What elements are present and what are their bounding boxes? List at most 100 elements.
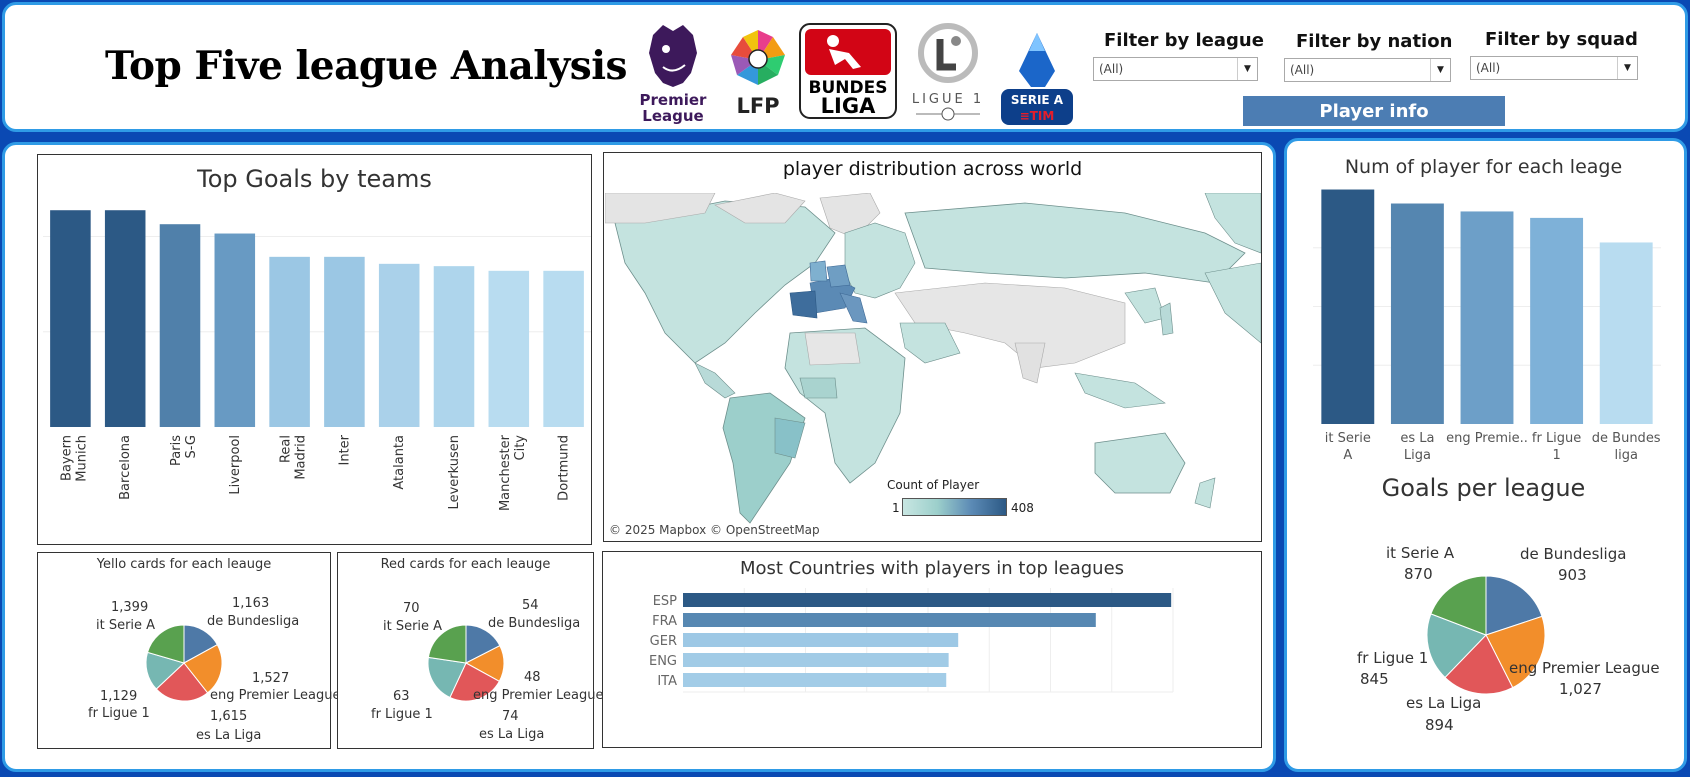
country-bar[interactable]: [683, 673, 947, 687]
filter-league-label: Filter by league: [1104, 30, 1264, 51]
red-label-it-name: it Serie A: [383, 619, 443, 634]
team-bar[interactable]: [104, 210, 146, 427]
league-tick-label: Liga: [1404, 448, 1431, 463]
filter-squad-value: (All): [1476, 61, 1501, 75]
yellow-cards-title: Yello cards for each leauge: [96, 557, 272, 572]
goals-slice[interactable]: [1444, 634, 1514, 695]
goals-label-eng-value: 1,027: [1559, 680, 1602, 698]
team-bar[interactable]: [159, 224, 201, 427]
svg-text:Premier: Premier: [640, 91, 708, 109]
red-label-it-value: 70: [403, 601, 420, 616]
yellow-label-es-value: 1,615: [210, 709, 248, 724]
goals-slice[interactable]: [1430, 575, 1487, 636]
yellow-cards-chart: Yello cards for each leauge 1,399 it Ser…: [37, 552, 341, 749]
team-tick-label: BayernMunich: [59, 435, 89, 482]
header-panel: Top Five league Analysis Premier League …: [2, 2, 1688, 132]
team-bar[interactable]: [50, 210, 91, 427]
num-players-title: Num of player for each leage: [1344, 156, 1623, 178]
filter-squad-select[interactable]: (All) ▼: [1470, 56, 1638, 80]
red-cards-pie[interactable]: [338, 553, 593, 748]
top-goals-svg: BayernMunich Barcelona ParisS-G Liverpool Re…: [43, 210, 591, 511]
map-legend-ramp: [902, 498, 1007, 516]
filter-league-select[interactable]: (All) ▼: [1093, 57, 1258, 81]
yellow-label-de-value: 1,163: [232, 596, 270, 611]
country-bar[interactable]: [683, 653, 949, 667]
map-attribution: © 2025 Mapbox © OpenStreetMap: [609, 523, 820, 537]
team-tick-label: Leverkusen: [447, 435, 462, 509]
team-bar[interactable]: [378, 263, 420, 427]
yellow-label-it-name: it Serie A: [96, 618, 156, 633]
yellow-card-slice[interactable]: [183, 644, 223, 694]
league-tick-label: A: [1343, 448, 1352, 463]
num-players-svg: it Serie Aes La Liga eng Premie.. fr Ligue 1 d…: [1313, 189, 1661, 463]
filter-nation-value: (All): [1290, 63, 1315, 77]
team-tick-label: Dortmund: [557, 435, 572, 501]
league-bar[interactable]: [1460, 211, 1514, 424]
svg-text:LIGA: LIGA: [821, 94, 876, 118]
goals-league-title: Goals per league: [1381, 474, 1586, 502]
ligue1-logo: LIGUE 1: [912, 23, 981, 121]
top-goals-chart: Top Goals by teams BayernMunich Barcelona…: [37, 154, 592, 545]
team-bar[interactable]: [214, 233, 256, 427]
goals-label-fr-name: fr Ligue 1: [1357, 649, 1429, 667]
red-label-fr-value: 63: [393, 689, 410, 704]
team-tick-label: Inter: [337, 434, 352, 465]
league-tick-label: liga: [1614, 448, 1637, 463]
country-bar[interactable]: [683, 613, 1096, 627]
goals-label-de-name: de Bundesliga: [1520, 545, 1627, 563]
goals-label-es-name: es La Liga: [1406, 694, 1482, 712]
yellow-card-slice[interactable]: [155, 662, 209, 702]
yellow-label-eng-name: eng Premier League: [210, 688, 341, 703]
team-tick-label: Atalanta: [392, 435, 407, 490]
goals-per-league-pie[interactable]: [1287, 141, 1684, 769]
lfp-logo: LFP: [731, 30, 785, 118]
yellow-label-de-name: de Bundesliga: [207, 614, 300, 629]
league-bar[interactable]: [1599, 242, 1653, 424]
red-label-eng-name: eng Premier League: [473, 688, 604, 703]
filter-nation-select[interactable]: (All) ▼: [1284, 58, 1451, 82]
goals-slice[interactable]: [1485, 615, 1546, 689]
country-tick-label: ESP: [653, 594, 677, 609]
red-label-es-name: es La Liga: [479, 727, 545, 742]
yellow-label-es-name: es La Liga: [196, 728, 262, 743]
team-bar[interactable]: [433, 266, 475, 427]
svg-text:≡TIM: ≡TIM: [1020, 109, 1055, 123]
team-bar[interactable]: [324, 256, 365, 427]
team-bar[interactable]: [488, 270, 530, 427]
chevron-down-icon: ▼: [1617, 57, 1637, 79]
countries-title: Most Countries with players in top leagu…: [739, 558, 1125, 579]
team-bar[interactable]: [269, 256, 310, 427]
filter-league-value: (All): [1099, 62, 1124, 76]
yellow-card-slice[interactable]: [146, 624, 185, 664]
red-card-slice[interactable]: [465, 624, 501, 664]
team-tick-label: Liverpool: [228, 435, 243, 495]
world-map[interactable]: [605, 193, 1261, 541]
player-info-button[interactable]: Player info: [1243, 96, 1505, 126]
chevron-down-icon: ▼: [1430, 59, 1450, 81]
premier-league-logo: Premier League: [640, 25, 708, 125]
country-tick-label: FRA: [652, 614, 677, 629]
goals-slice[interactable]: [1485, 575, 1543, 636]
red-label-fr-name: fr Ligue 1: [371, 707, 433, 722]
country-bar[interactable]: [683, 633, 959, 647]
league-bar[interactable]: [1530, 217, 1584, 424]
league-bar[interactable]: [1390, 203, 1444, 424]
league-tick-label: es La: [1400, 431, 1434, 446]
goals-label-de-value: 903: [1558, 566, 1587, 584]
red-card-slice[interactable]: [449, 662, 500, 702]
team-tick-label: ParisS-G: [169, 435, 199, 466]
red-label-de-name: de Bundesliga: [488, 616, 581, 631]
country-bar[interactable]: [683, 593, 1172, 607]
map-legend-title: Count of Player: [887, 478, 980, 492]
goals-label-it-value: 870: [1404, 565, 1433, 583]
team-tick-label: Barcelona: [118, 435, 133, 500]
filter-nation-label: Filter by nation: [1296, 31, 1453, 52]
league-bar[interactable]: [1321, 189, 1375, 424]
red-label-es-value: 74: [502, 709, 519, 724]
team-bar[interactable]: [543, 270, 584, 427]
red-card-slice[interactable]: [427, 656, 467, 699]
red-card-slice[interactable]: [427, 624, 467, 664]
yellow-cards-pie[interactable]: [38, 553, 330, 748]
red-cards-title: Red cards for each leauge: [380, 557, 551, 572]
